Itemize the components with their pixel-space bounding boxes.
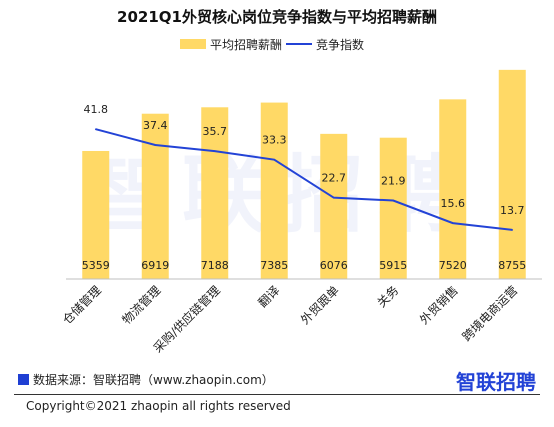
- x-tick-label: 外贸销售: [416, 283, 461, 328]
- bar-value-label: 6919: [141, 259, 169, 272]
- x-tick-label: 仓储管理: [59, 283, 104, 328]
- x-tick-label: 外贸跟单: [298, 283, 342, 327]
- line-value-label: 15.6: [441, 197, 466, 210]
- line-point: [451, 222, 454, 224]
- x-tick-label: 翻译: [255, 283, 282, 310]
- line-value-label: 13.7: [500, 204, 525, 217]
- legend-bar-label: 平均招聘薪酬: [210, 37, 283, 52]
- combo-chart: 5359 6919 7188 7385 6076 5915 7520 8755 41.8 37.4…: [59, 69, 542, 355]
- data-source: 数据来源：智联招聘（www.zhaopin.com）: [18, 371, 274, 388]
- bar: [439, 99, 467, 279]
- chart-title: 2021Q1外贸核心岗位竞争指数与平均招聘薪酬: [117, 8, 437, 26]
- line-point: [392, 199, 395, 202]
- bar: [201, 107, 229, 279]
- x-tick-label: 物流管理: [119, 283, 164, 328]
- line-point: [332, 196, 335, 199]
- legend-line-label: 竞争指数: [316, 37, 365, 52]
- bar-value-label: 7385: [260, 259, 288, 272]
- bar: [320, 133, 348, 279]
- bar: [141, 113, 169, 280]
- line-value-label: 35.7: [203, 125, 228, 138]
- bar-value-label: 8755: [498, 259, 526, 272]
- line-value-label: 33.3: [262, 134, 287, 147]
- footer-divider: [14, 394, 540, 395]
- chart-legend: 平均招聘薪酬 竞争指数: [180, 36, 364, 52]
- line-point: [154, 144, 157, 146]
- bar-value-label: 6076: [320, 259, 348, 272]
- copyright-text: Copyright©2021 zhaopin all rights reserv…: [26, 399, 291, 413]
- line-value-label: 41.8: [84, 103, 109, 116]
- brand-logo: 智联招聘: [456, 370, 536, 394]
- x-tick-label: 跨境电商运营: [459, 283, 521, 345]
- bar-value-label: 5915: [379, 259, 407, 272]
- line-value-label: 21.9: [381, 175, 406, 188]
- bar-value-label: 7520: [439, 259, 467, 272]
- bar-value-label: 5359: [82, 259, 110, 272]
- line-point: [213, 150, 216, 152]
- bar: [260, 102, 288, 279]
- legend-bar-swatch: [180, 39, 206, 49]
- bar-value-label: 7188: [201, 259, 229, 272]
- line-point: [511, 229, 514, 231]
- bar: [379, 137, 407, 279]
- line-point: [273, 158, 276, 161]
- line-value-label: 37.4: [143, 119, 168, 132]
- source-text: 数据来源：智联招聘（www.zhaopin.com）: [33, 373, 274, 387]
- legend-line-swatch: [286, 43, 313, 45]
- bar: [498, 69, 526, 279]
- line-point: [94, 128, 97, 131]
- x-tick-label: 关务: [374, 283, 402, 311]
- line-value-label: 22.7: [322, 172, 347, 185]
- bar: [82, 150, 110, 279]
- series-line: [95, 128, 513, 231]
- source-square-icon: [18, 374, 29, 385]
